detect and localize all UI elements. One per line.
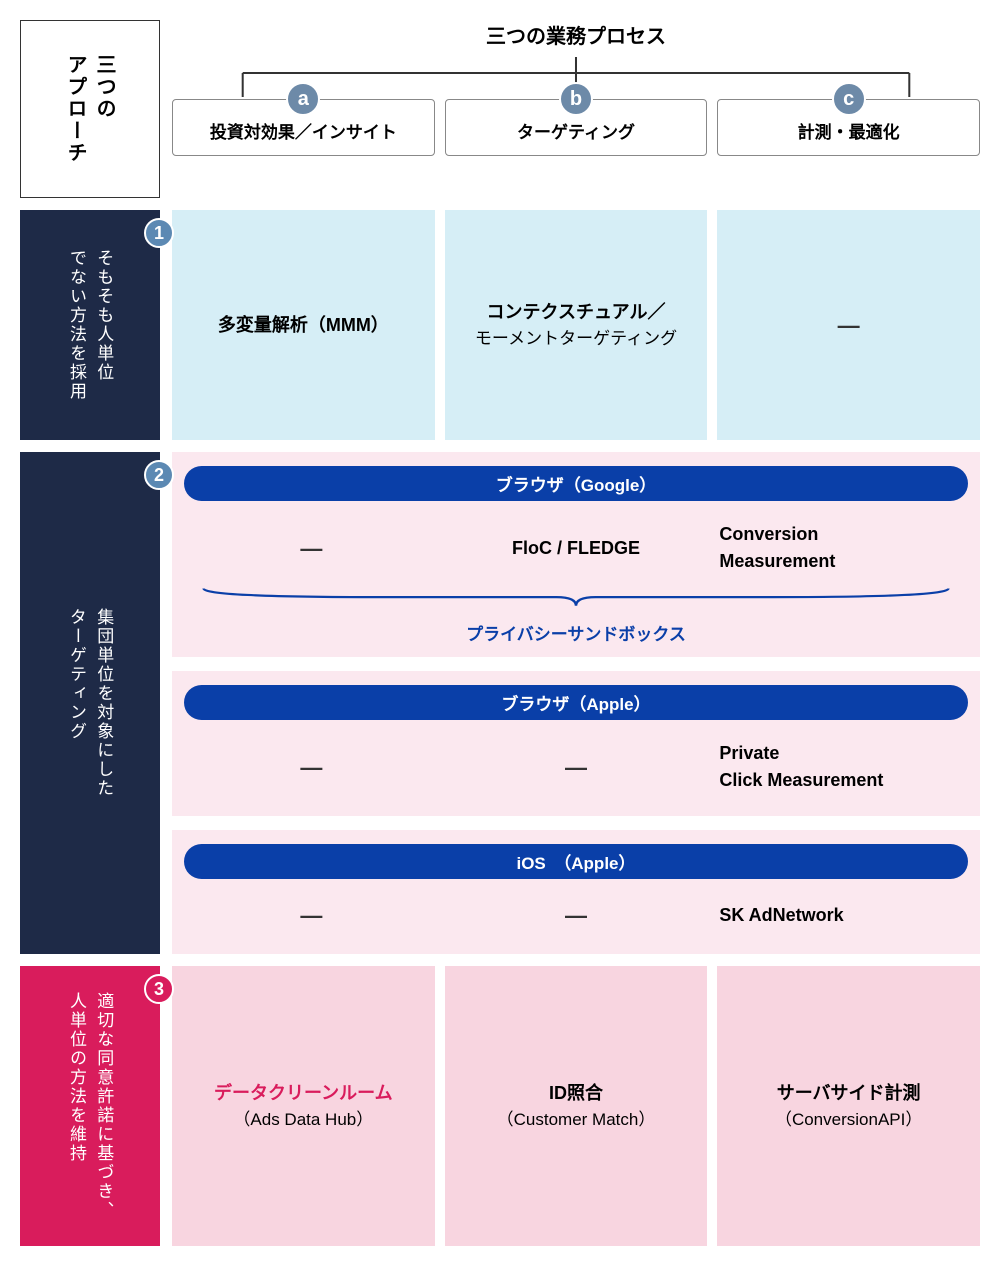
cell-3a-sub: （Ads Data Hub）	[233, 1107, 373, 1133]
column-headers: a 投資対効果／インサイト b ターゲティング c 計測・最適化	[172, 99, 980, 156]
row2-block-ios-header: iOS （Apple）	[184, 844, 968, 879]
cell-1b-sub: モーメントターゲティング	[475, 326, 677, 352]
cell-3a-main: データクリーンルーム	[214, 1080, 393, 1107]
column-badge-c: c	[832, 82, 866, 116]
cell-1c-main: ―	[838, 309, 860, 342]
cell-2c-apple-browser: Private Click Measurement	[713, 730, 968, 804]
row2-block-google: ブラウザ（Google） ― FloC / FLEDGE Conversion …	[172, 452, 980, 657]
cell-3a: データクリーンルーム （Ads Data Hub）	[172, 966, 435, 1246]
row2-apple-browser-cells: ― ― Private Click Measurement	[184, 730, 968, 804]
row-3-label: 3 適切な同意許諾に基づき、人単位の方法を維持	[20, 966, 160, 1246]
cell-3c-sub: （ConversionAPI）	[775, 1107, 922, 1133]
cell-2b-google: FloC / FLEDGE	[449, 511, 704, 585]
cell-1b-main: コンテクスチュアル／	[487, 299, 666, 326]
row-2-label: 2 集団単位を対象にしたターゲティング	[20, 452, 160, 954]
cell-3b-sub: （Customer Match）	[497, 1107, 656, 1133]
cell-3c-main: サーバサイド計測	[777, 1080, 921, 1107]
cell-2a-ios: ―	[184, 889, 439, 942]
row-1-badge: 1	[144, 218, 174, 248]
cell-1b: コンテクスチュアル／ モーメントターゲティング	[445, 210, 708, 440]
cell-1a: 多変量解析（MMM）	[172, 210, 435, 440]
cell-3c: サーバサイド計測 （ConversionAPI）	[717, 966, 980, 1246]
row2-block-google-header: ブラウザ（Google）	[184, 466, 968, 501]
column-header-a: a 投資対効果／インサイト	[172, 99, 435, 156]
row2-google-cells: ― FloC / FLEDGE Conversion Measurement	[184, 511, 968, 585]
cell-2b-ios: ―	[449, 889, 704, 942]
column-badge-a: a	[286, 82, 320, 116]
row-2-blocks: ブラウザ（Google） ― FloC / FLEDGE Conversion …	[172, 452, 980, 954]
cell-2b-apple-browser: ―	[449, 730, 704, 804]
matrix-diagram: 三つのアプローチ 三つの業務プロセス a 投資対効果／インサイト b ターゲティ…	[20, 20, 980, 1246]
row-1-cells: 多変量解析（MMM） コンテクスチュアル／ モーメントターゲティング ―	[172, 210, 980, 440]
row-3-label-text: 適切な同意許諾に基づき、人単位の方法を維持	[63, 992, 117, 1220]
privacy-sandbox-label: プライバシーサンドボックス	[184, 620, 968, 645]
brace-icon	[184, 585, 968, 611]
row2-block-apple-browser-header: ブラウザ（Apple）	[184, 685, 968, 720]
row-2-badge: 2	[144, 460, 174, 490]
left-axis-title-box: 三つのアプローチ	[20, 20, 160, 198]
row-1-label-text: そもそも人単位でない方法を採用	[63, 249, 117, 401]
row-3-cells: データクリーンルーム （Ads Data Hub） ID照合 （Customer…	[172, 966, 980, 1246]
cell-1a-main: 多変量解析（MMM）	[218, 312, 389, 339]
row-1-label: 1 そもそも人単位でない方法を採用	[20, 210, 160, 440]
cell-2c-ios: SK AdNetwork	[713, 889, 968, 942]
top-axis-title: 三つの業務プロセス	[172, 20, 980, 49]
row-3-badge: 3	[144, 974, 174, 1004]
cell-2a-apple-browser: ―	[184, 730, 439, 804]
cell-1c: ―	[717, 210, 980, 440]
cell-2c-google: Conversion Measurement	[713, 511, 968, 585]
column-header-c: c 計測・最適化	[717, 99, 980, 156]
row2-block-ios: iOS （Apple） ― ― SK AdNetwork	[172, 830, 980, 954]
cell-2a-google: ―	[184, 511, 439, 585]
top-axis-header: 三つの業務プロセス a 投資対効果／インサイト b ターゲティング c 計測・最…	[172, 20, 980, 198]
row2-ios-cells: ― ― SK AdNetwork	[184, 889, 968, 942]
cell-3b-main: ID照合	[549, 1080, 603, 1107]
column-header-b: b ターゲティング	[445, 99, 708, 156]
column-badge-b: b	[559, 82, 593, 116]
left-axis-title: 三つのアプローチ	[61, 54, 119, 164]
row2-block-apple-browser: ブラウザ（Apple） ― ― Private Click Measuremen…	[172, 671, 980, 816]
cell-3b: ID照合 （Customer Match）	[445, 966, 708, 1246]
row-2-label-text: 集団単位を対象にしたターゲティング	[63, 608, 117, 798]
